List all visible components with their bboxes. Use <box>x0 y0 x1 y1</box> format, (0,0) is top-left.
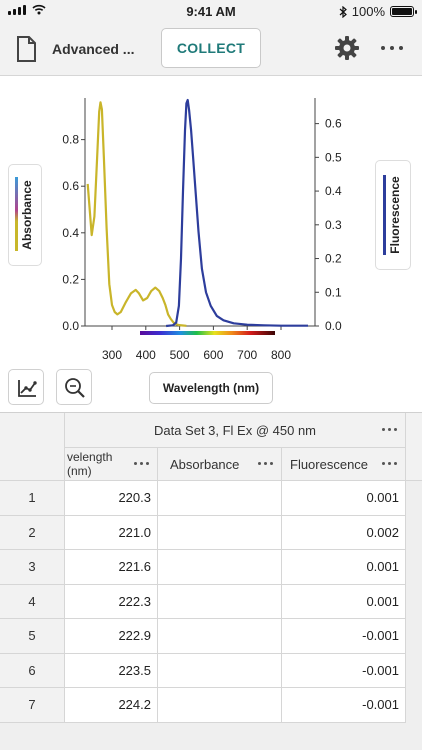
signal-strength-icon <box>8 4 26 15</box>
experiment-title[interactable]: Advanced ... <box>52 41 135 57</box>
cell-fluorescence[interactable]: -0.001 <box>282 653 406 688</box>
cell-absorbance[interactable] <box>158 619 282 654</box>
bluetooth-icon <box>339 5 347 18</box>
column-label-wavelength: velength (nm) <box>67 450 113 478</box>
dataset-title: Data Set 3, Fl Ex @ 450 nm <box>153 422 317 438</box>
cell-fluorescence[interactable]: -0.001 <box>282 619 406 654</box>
absorbance-axis-button[interactable]: Absorbance <box>8 164 42 266</box>
column-header-fluorescence[interactable]: Fluorescence <box>282 448 406 481</box>
row-number: 4 <box>0 584 65 619</box>
x-tick-label: 700 <box>237 348 257 362</box>
row-number: 7 <box>0 688 65 723</box>
x-tick-label: 500 <box>170 348 190 362</box>
x-tick-label: 600 <box>203 348 223 362</box>
graph-area <box>0 76 422 410</box>
spectrum-chart[interactable]: 0.0 0.2 0.4 0.6 0.8 0.0 0.1 0.2 0.3 0.4 0.5 0.6 300 4… <box>0 76 422 376</box>
y-tick-label-right: 0.3 <box>325 218 342 232</box>
series-line-absorbance <box>86 101 187 327</box>
table-corner <box>0 413 65 481</box>
row-number: 1 <box>0 481 65 516</box>
cell-fluorescence[interactable]: 0.001 <box>282 584 406 619</box>
status-right: 100% <box>339 4 417 19</box>
y-tick-label-left: 0.0 <box>62 319 79 333</box>
battery-icon <box>390 6 417 17</box>
column-label-absorbance: Absorbance <box>170 457 240 472</box>
fluorescence-axis-button[interactable]: Fluorescence <box>375 160 411 270</box>
dataset-header[interactable]: Data Set 3, Fl Ex @ 450 nm <box>65 413 406 448</box>
signal-wifi <box>8 4 46 15</box>
cell-absorbance[interactable] <box>158 584 282 619</box>
row-number: 5 <box>0 619 65 654</box>
graph-tools-button[interactable] <box>8 369 44 405</box>
status-bar: 9:41 AM 100% <box>0 0 422 22</box>
dataset-menu-icon[interactable] <box>382 428 397 431</box>
cell-fluorescence[interactable]: 0.001 <box>282 550 406 585</box>
cell-absorbance[interactable] <box>158 481 282 516</box>
y-tick-label-left: 0.6 <box>62 179 79 193</box>
cell-wavelength[interactable]: 222.9 <box>65 619 158 654</box>
y-tick-label-left: 0.2 <box>62 272 79 286</box>
visible-spectrum-bar <box>140 331 275 335</box>
cell-absorbance[interactable] <box>158 653 282 688</box>
column-menu-icon[interactable] <box>134 462 149 465</box>
top-toolbar: Advanced ... COLLECT <box>0 22 422 76</box>
y-tick-label-right: 0.6 <box>325 117 342 131</box>
y-tick-label-right: 0.1 <box>325 285 342 299</box>
x-tick-label: 800 <box>271 348 291 362</box>
series-line-fluorescence <box>165 98 308 328</box>
table-header-spacer <box>406 413 422 481</box>
cell-wavelength[interactable]: 221.6 <box>65 550 158 585</box>
row-number: 3 <box>0 550 65 585</box>
row-number: 6 <box>0 653 65 688</box>
status-time: 9:41 AM <box>186 4 236 19</box>
cell-wavelength[interactable]: 220.3 <box>65 481 158 516</box>
more-options-icon[interactable] <box>381 46 403 50</box>
row-number: 2 <box>0 515 65 550</box>
wifi-icon <box>32 4 46 15</box>
gear-icon[interactable] <box>334 35 360 61</box>
zoom-icon <box>65 378 85 398</box>
x-tick-label: 400 <box>136 348 156 362</box>
graph-options-icon <box>18 380 37 397</box>
y-tick-label-right: 0.5 <box>325 150 342 164</box>
cell-absorbance[interactable] <box>158 688 282 723</box>
y-tick-label-right: 0.0 <box>325 319 342 333</box>
column-header-wavelength[interactable]: velength (nm) <box>65 448 158 481</box>
battery-percent: 100% <box>351 4 385 19</box>
column-header-absorbance[interactable]: Absorbance <box>158 448 282 481</box>
document-icon[interactable] <box>16 36 36 62</box>
y-tick-label-right: 0.4 <box>325 184 342 198</box>
cell-wavelength[interactable]: 221.0 <box>65 515 158 550</box>
x-axis-label-button[interactable]: Wavelength (nm) <box>149 372 273 404</box>
column-label-fluorescence: Fluorescence <box>290 457 369 472</box>
zoom-button[interactable] <box>56 369 92 405</box>
y-tick-label-right: 0.2 <box>325 252 342 266</box>
data-table: Data Set 3, Fl Ex @ 450 nm velength (nm)… <box>0 412 422 750</box>
fluorescence-color-key <box>383 175 386 255</box>
cell-absorbance[interactable] <box>158 550 282 585</box>
cell-wavelength[interactable]: 222.3 <box>65 584 158 619</box>
cell-fluorescence[interactable]: 0.001 <box>282 481 406 516</box>
x-tick-label: 300 <box>102 348 122 362</box>
y-tick-label-left: 0.8 <box>62 133 79 147</box>
cell-wavelength[interactable]: 224.2 <box>65 688 158 723</box>
cell-fluorescence[interactable]: -0.001 <box>282 688 406 723</box>
absorbance-color-key <box>15 177 18 251</box>
cell-fluorescence[interactable]: 0.002 <box>282 515 406 550</box>
cell-absorbance[interactable] <box>158 515 282 550</box>
column-menu-icon[interactable] <box>382 462 397 465</box>
column-menu-icon[interactable] <box>258 462 273 465</box>
collect-button[interactable]: COLLECT <box>161 28 261 68</box>
y-tick-label-left: 0.4 <box>62 226 79 240</box>
cell-wavelength[interactable]: 223.5 <box>65 653 158 688</box>
